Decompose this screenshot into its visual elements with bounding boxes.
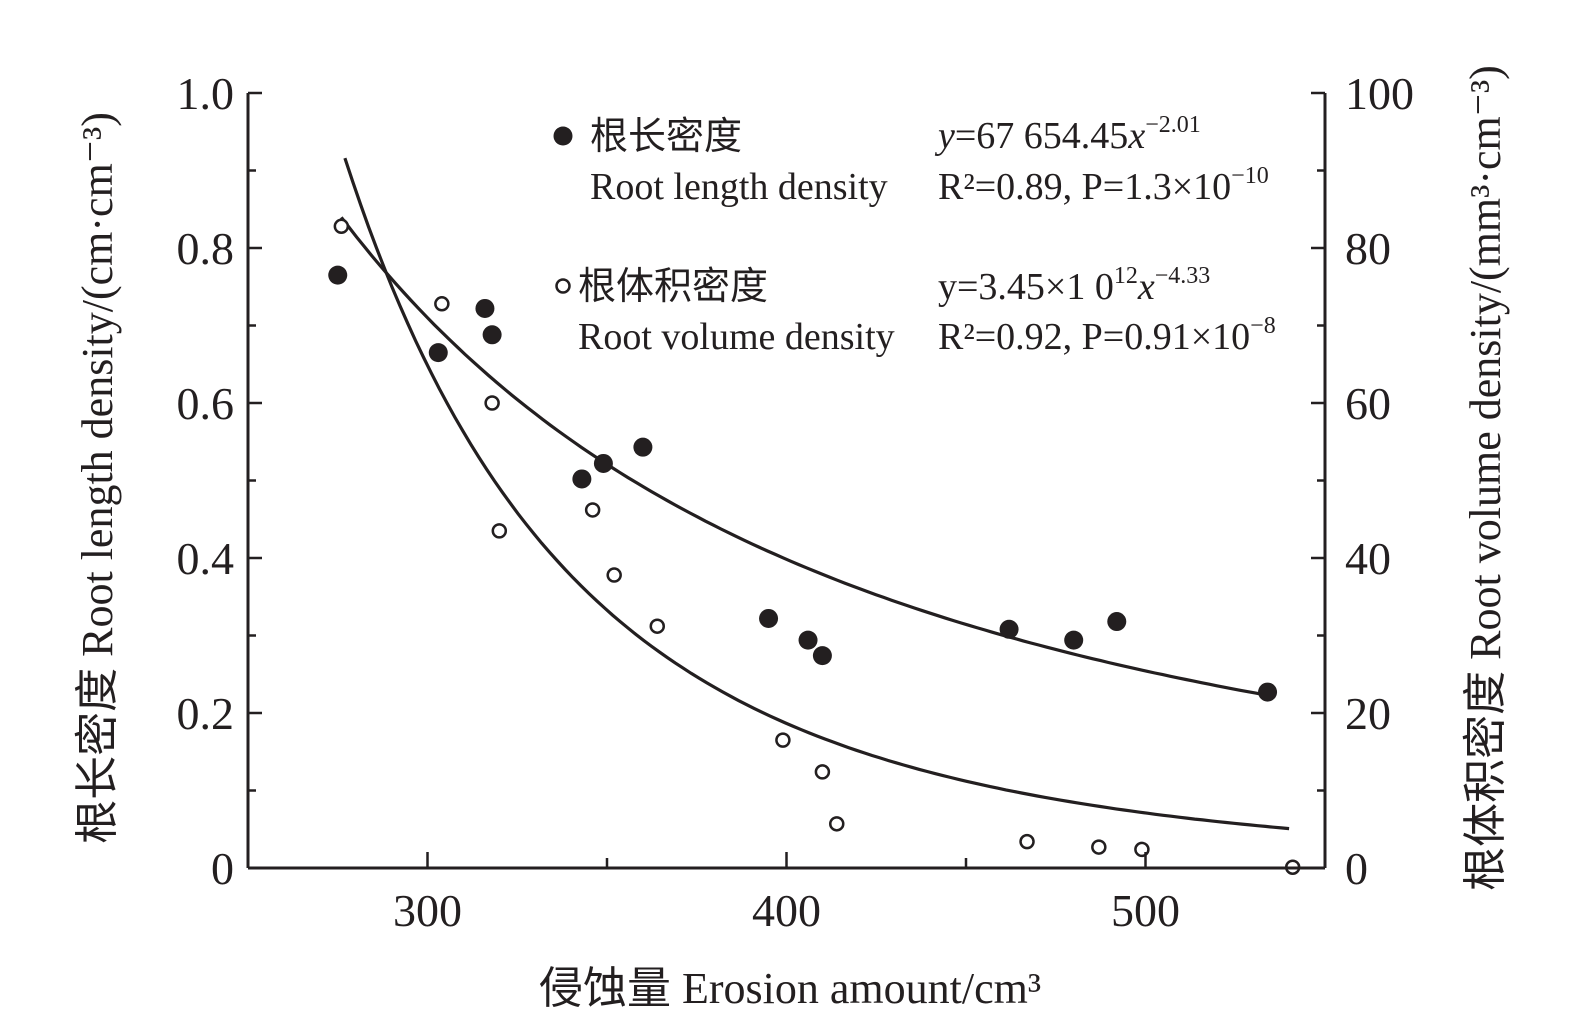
y-right-tick-label: 40 — [1345, 533, 1391, 584]
root-length-point — [999, 619, 1019, 639]
stats-body: R²=0.92, P=0.91×10 — [938, 316, 1250, 358]
y-right-tick-label: 100 — [1345, 68, 1414, 119]
stats-body: R²=0.89, P=1.3×10 — [938, 166, 1231, 208]
root-volume-point — [584, 502, 601, 518]
root-length-point — [482, 325, 502, 345]
legend-label-root-volume-en: Root volume density — [578, 316, 895, 358]
root-volume-point — [1019, 833, 1035, 850]
eq-var-y: y — [934, 115, 955, 157]
legend-label-root-length-cn: 根长密度 — [590, 116, 742, 158]
y-axis-right-title: 根体积密度 Root volume density/(mm³·cm⁻³) — [1461, 65, 1510, 891]
root-volume-point — [606, 567, 622, 583]
fit-curve-root-volume — [343, 157, 1290, 831]
root-length-point — [1258, 682, 1278, 702]
root-volume-point — [484, 395, 500, 411]
root-length-point — [798, 630, 818, 650]
root-length-point — [328, 265, 348, 285]
y-right-tick-label: 80 — [1345, 223, 1391, 274]
root-length-point — [475, 298, 495, 318]
x-tick-label: 400 — [752, 885, 821, 936]
y-left-tick-label: 1.0 — [177, 68, 235, 119]
equation-root-volume: y=3.45×1 012x−4.33 — [938, 263, 1210, 308]
legend-label-root-volume-cn: 根体积密度 — [578, 266, 768, 308]
root-volume-point — [775, 732, 791, 748]
legend-marker-root-length — [553, 126, 573, 146]
eq-body: y=3.45×1 0 — [938, 266, 1114, 308]
stats-exponent: −8 — [1250, 313, 1276, 339]
eq-exponent: −4.33 — [1155, 263, 1211, 289]
root-volume-point — [829, 816, 845, 832]
root-volume-point — [333, 218, 350, 235]
axes: 300 400 500 0 0.2 0.4 0.6 0.8 1.0 0 20 40 60 80 100 — [177, 68, 1415, 936]
y-left-tick-label: 0.2 — [177, 688, 235, 739]
y-left-tick-label: 0.6 — [177, 378, 235, 429]
eq-body: =67 654.45 — [955, 115, 1128, 157]
legend-label-root-length-en: Root length density — [590, 166, 888, 208]
y-right-tick-label: 0 — [1345, 843, 1368, 894]
y-right-tick-label: 20 — [1345, 688, 1391, 739]
root-length-point — [593, 453, 613, 473]
root-length-point — [1064, 630, 1084, 650]
eq-var-x: x — [1137, 266, 1155, 308]
y-axis-left-title: 根长密度 Root length density/(cm·cm⁻³) — [73, 112, 122, 844]
fit-curve-root-length — [340, 216, 1272, 698]
root-length-point — [572, 469, 592, 489]
y-right-tick-label: 60 — [1345, 378, 1391, 429]
eq-sup: 12 — [1114, 263, 1138, 289]
y-left-tick-label: 0 — [211, 843, 234, 894]
stats-exponent: −10 — [1231, 163, 1269, 189]
root-length-point — [633, 437, 653, 457]
x-tick-label: 500 — [1111, 885, 1180, 936]
x-tick-label: 300 — [393, 885, 462, 936]
equation-root-length: y=67 654.45x−2.01 — [934, 112, 1201, 157]
root-volume-point — [649, 618, 666, 634]
root-volume-point — [434, 296, 450, 312]
root-volume-point — [1091, 839, 1107, 855]
eq-var-x: x — [1127, 115, 1145, 157]
y-left-tick-label: 0.4 — [177, 533, 235, 584]
legend-marker-root-volume — [555, 278, 571, 294]
root-length-point — [428, 343, 448, 363]
root-length-point — [759, 608, 779, 628]
stats-root-volume: R²=0.92, P=0.91×10−8 — [938, 313, 1276, 358]
y-left-tick-label: 0.8 — [177, 223, 235, 274]
stats-root-length: R²=0.89, P=1.3×10−10 — [938, 163, 1269, 208]
eq-exponent: −2.01 — [1145, 112, 1201, 138]
root-volume-point — [491, 523, 508, 539]
root-length-point — [812, 646, 832, 666]
x-axis-title: 侵蚀量 Erosion amount/cm³ — [539, 964, 1041, 1013]
root-volume-point — [814, 764, 831, 780]
plot-area — [328, 157, 1301, 875]
root-length-point — [1107, 612, 1127, 632]
